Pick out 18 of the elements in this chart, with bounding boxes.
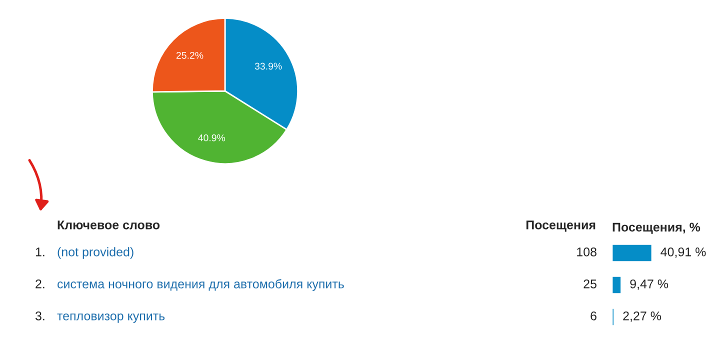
data-label: 25.2% [176, 52, 204, 59]
data-label: 2,27 % [623, 312, 662, 322]
data-label: 33.9% [254, 62, 282, 70]
data-label: 9,47 % [630, 280, 668, 290]
text: 2. [36, 280, 44, 288]
text: 25 [584, 280, 596, 288]
text: 3. [35, 312, 44, 320]
y-tick-label: (not provided) [58, 247, 134, 259]
y-tick-label: тепловизор купить [57, 314, 165, 323]
text: 108 [577, 248, 596, 256]
data-label: 40,91 % [660, 248, 706, 258]
y-axis-title: Ключевое слово [58, 220, 160, 230]
text: 6 [590, 312, 596, 320]
text: 1. [36, 248, 44, 256]
text: Посещения [526, 220, 596, 232]
data-label: 40.9% [198, 134, 226, 142]
y-tick-label: система ночного видения для автомобиля купить [58, 279, 344, 291]
chart-title: Посещения, % [612, 222, 700, 234]
